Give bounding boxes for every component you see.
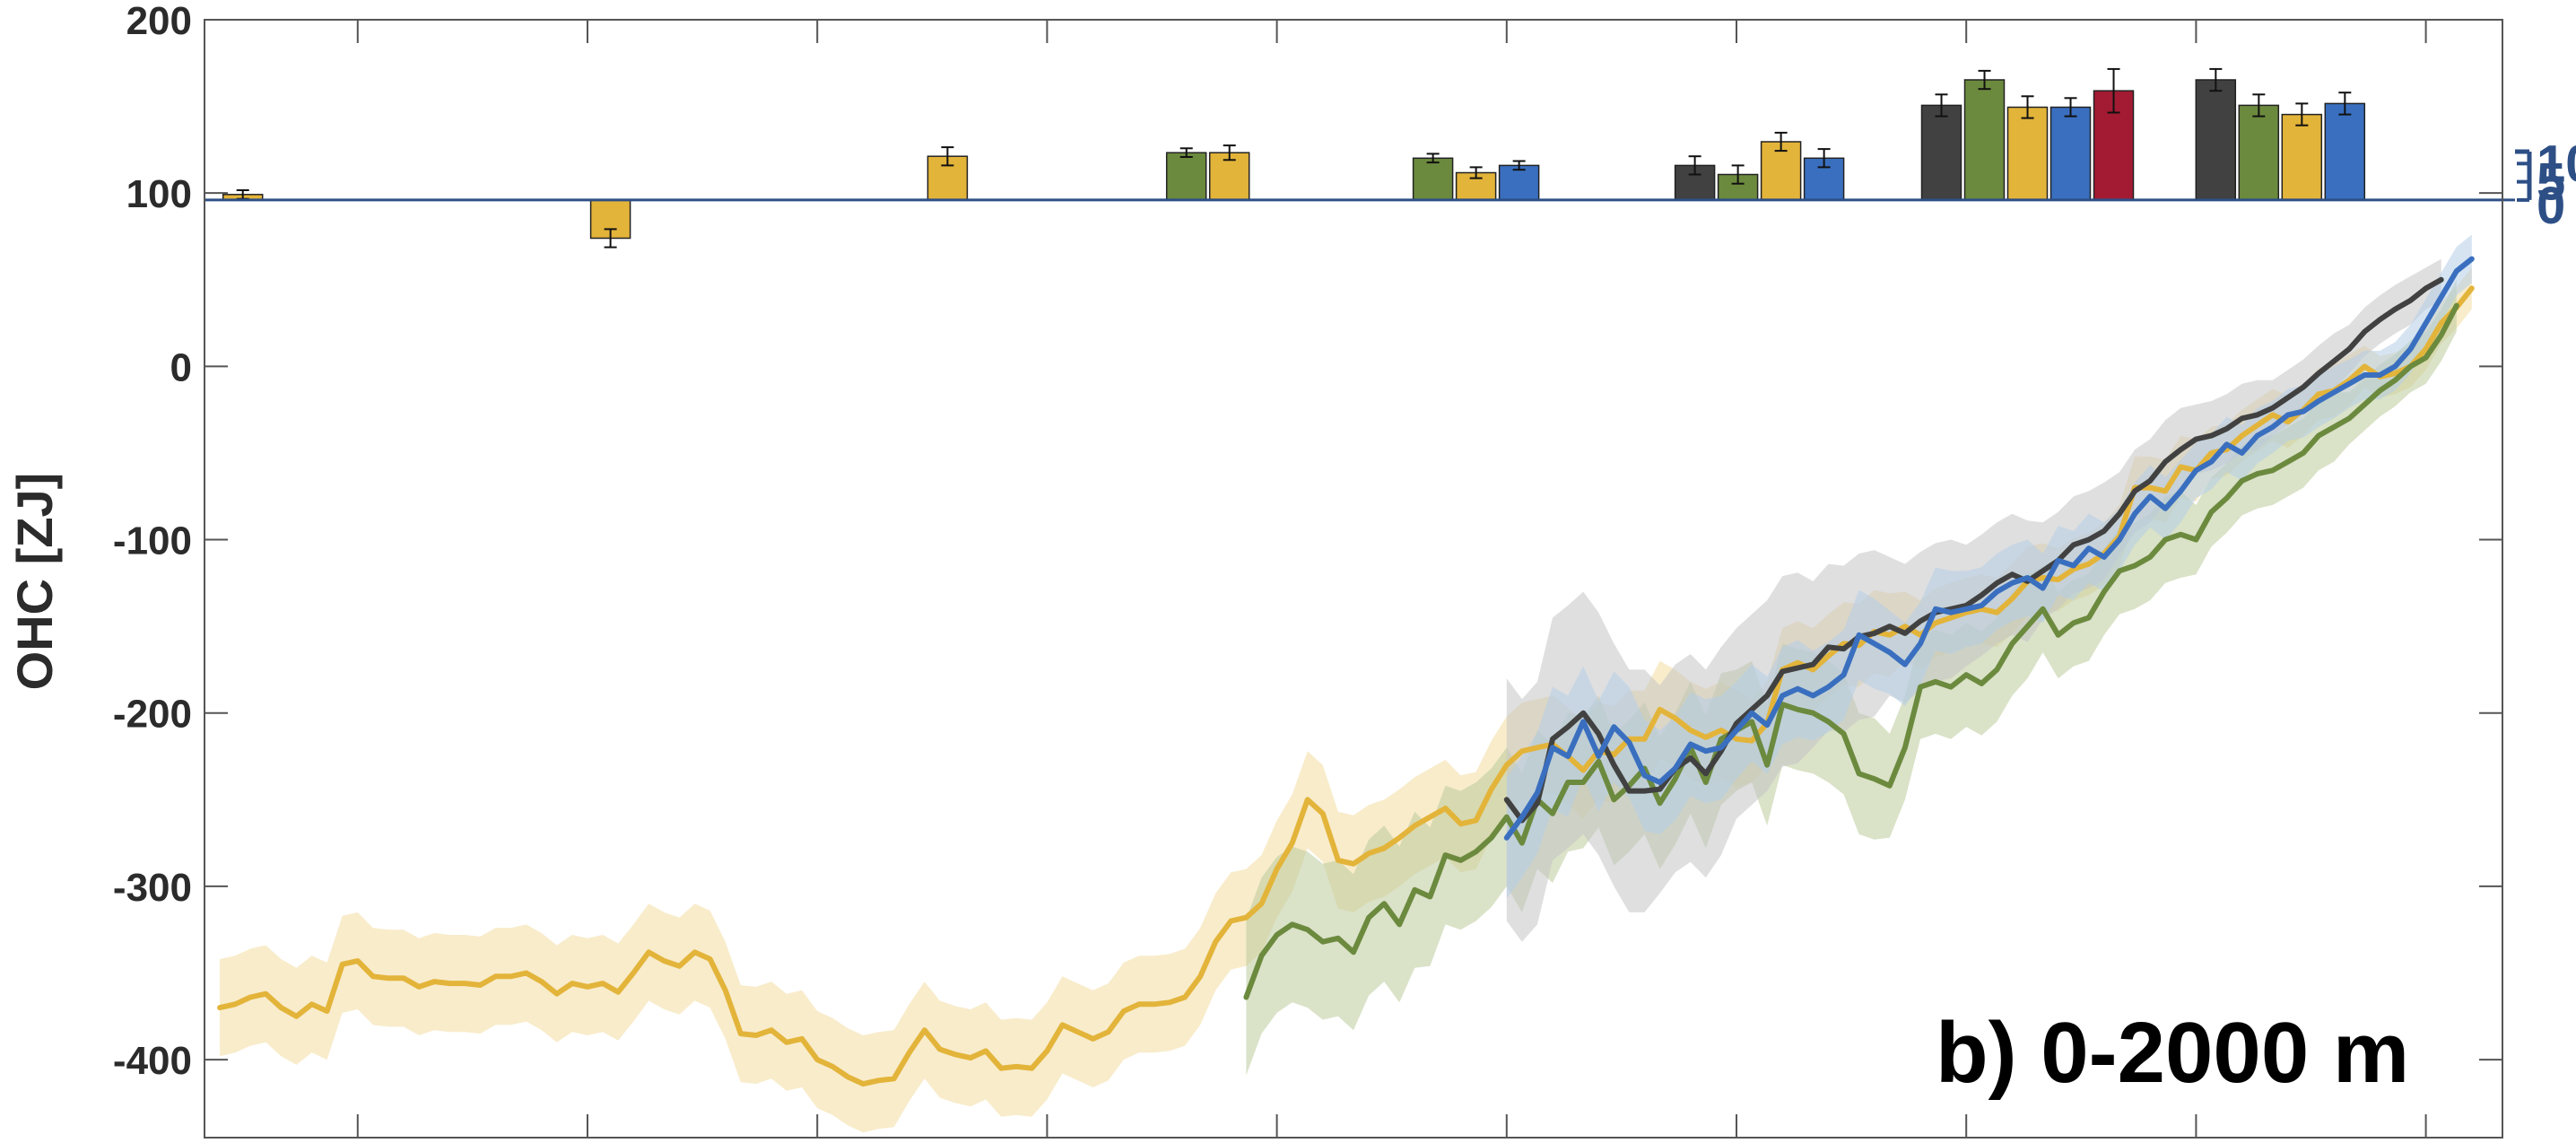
inset-right-tick-label-1: 5 — [2537, 153, 2565, 212]
inset-bar-chart — [205, 67, 2515, 249]
bar-group-6-bar-2 — [2006, 106, 2049, 201]
inset-right-tick-label-2: 10 — [2537, 135, 2576, 193]
bar-group-6-bar-0 — [1920, 104, 1962, 201]
series-2-line — [1503, 276, 2444, 824]
bar-group-7-bar-0 — [2195, 79, 2237, 201]
series-lines — [217, 256, 2475, 1087]
series-3-uncertainty-band — [1506, 234, 2472, 899]
y-tick-label-3: -100 — [113, 519, 192, 563]
y-axis-label: OHC [ZJ] — [6, 473, 63, 691]
y-tick-label-6: -400 — [113, 1039, 192, 1083]
series-1-uncertainty-band — [1246, 279, 2457, 1076]
series-3-line — [1503, 256, 2475, 841]
uncertainty-bands — [220, 234, 2472, 1133]
y-tick-label-1: 100 — [126, 172, 192, 216]
y-tick-label-0: 200 — [126, 0, 192, 43]
bar-group-7-bar-1 — [2238, 104, 2280, 201]
bar-group-3-bar-0 — [1165, 152, 1207, 201]
panel-label: b) 0-2000 m — [1936, 1005, 2409, 1101]
y-tick-label-2: 0 — [170, 345, 192, 389]
series-0-line — [217, 285, 2475, 1087]
y-tick-label-5: -300 — [113, 866, 192, 910]
plot-frame — [204, 19, 2503, 1139]
bar-group-7-bar-2 — [2281, 113, 2323, 201]
bar-group-6-bar-3 — [2049, 106, 2092, 201]
bar-group-5-bar-3 — [1803, 157, 1845, 201]
series-1-line — [1243, 302, 2459, 1000]
inset-right-tick-label-0: 0 — [2537, 177, 2565, 235]
bar-group-6-bar-1 — [1963, 79, 2006, 201]
bar-group-4-bar-0 — [1412, 157, 1454, 201]
y-tick-label-4: -200 — [113, 693, 192, 737]
bar-group-7-bar-3 — [2324, 102, 2366, 201]
